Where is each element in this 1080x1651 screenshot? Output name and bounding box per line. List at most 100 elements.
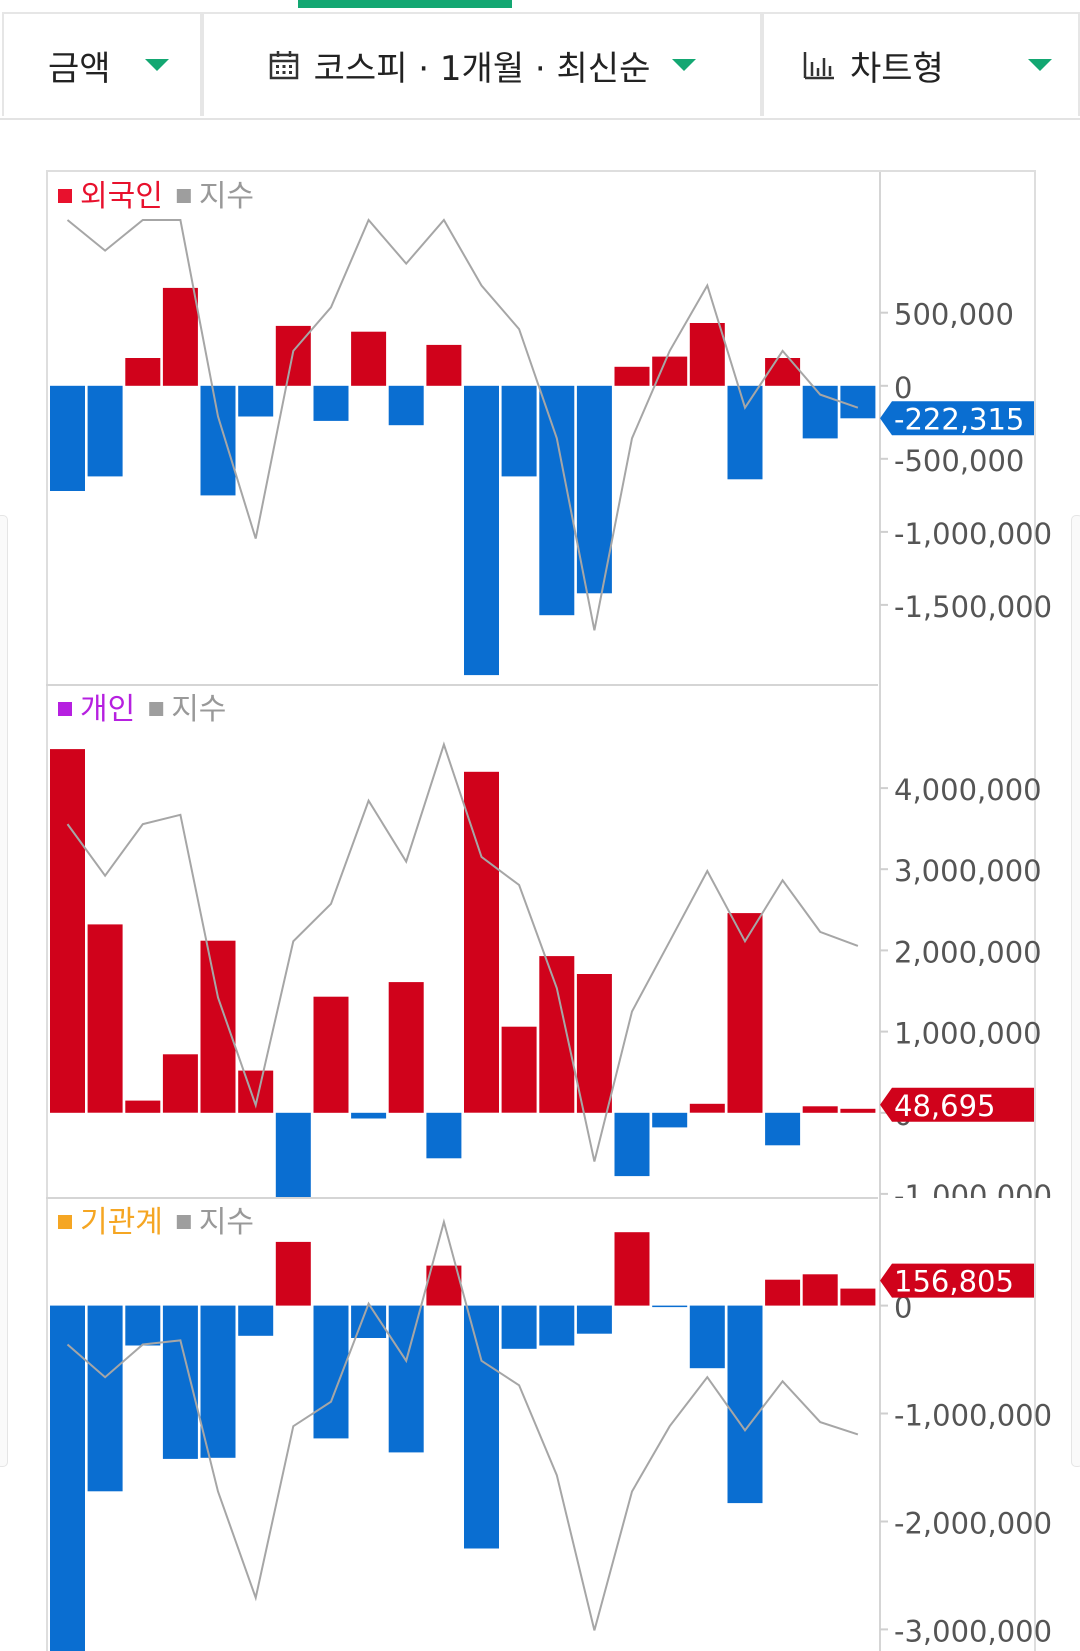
bar-5 — [200, 940, 236, 1113]
filter-bar: 금액 코스피 · 1개월 · 최신순 차트형 — [0, 0, 1080, 120]
bar-3 — [125, 1305, 161, 1346]
bar-22 — [840, 1288, 876, 1306]
view-dropdown-label: 차트형 — [850, 48, 944, 89]
bar-17 — [652, 1112, 688, 1128]
y-tick-label: -1,000,000 — [894, 1179, 1052, 1213]
left-scroll-rail — [0, 515, 8, 1467]
y-tick-label: -1,500,000 — [894, 590, 1052, 624]
right-scroll-rail — [1071, 515, 1080, 1467]
view-dropdown[interactable]: 차트형 — [762, 12, 1080, 116]
bar-9 — [351, 1112, 387, 1119]
legend-swatch — [149, 702, 164, 716]
bar-11 — [426, 1112, 462, 1159]
y-tick-label: -2,000,000 — [894, 1507, 1052, 1541]
bar-19 — [727, 385, 763, 480]
current-value-label: 48,695 — [894, 1089, 995, 1123]
bar-4 — [162, 1054, 198, 1113]
chevron-down-icon — [1027, 59, 1052, 71]
bar-2 — [87, 1305, 123, 1492]
bar-11 — [426, 1265, 462, 1306]
legend-label: 지수 — [171, 692, 226, 727]
bar-1 — [50, 385, 85, 491]
y-tick-label: -1,000,000 — [894, 517, 1052, 551]
index-line — [66, 218, 859, 631]
period-dropdown[interactable]: 코스피 · 1개월 · 최신순 — [202, 12, 762, 116]
bar-15 — [576, 974, 612, 1113]
legend-label: 지수 — [199, 179, 254, 214]
legend-swatch — [176, 189, 191, 203]
bar-7 — [275, 1241, 311, 1306]
current-value-tag — [880, 1263, 1034, 1298]
bar-4 — [162, 287, 198, 386]
bar-20 — [765, 1279, 801, 1306]
bar-6 — [238, 1305, 274, 1336]
y-tick-label: 3,000,000 — [894, 854, 1042, 888]
bar-9 — [351, 331, 387, 386]
bar-21 — [802, 1106, 838, 1113]
bar-22 — [840, 385, 876, 419]
bar-13 — [501, 385, 537, 477]
legend-swatch — [58, 1215, 72, 1229]
bar-7 — [275, 1112, 311, 1198]
metric-dropdown[interactable]: 금액 — [2, 12, 202, 116]
bar-16 — [614, 1112, 650, 1177]
bar-19 — [727, 1305, 763, 1504]
legend-swatch — [58, 702, 72, 716]
y-tick-label: 1,000,000 — [894, 1017, 1042, 1051]
y-tick-label: 500,000 — [894, 298, 1014, 332]
active-tab-indicator — [298, 0, 512, 8]
bar-10 — [388, 1305, 424, 1453]
index-line — [66, 741, 859, 1162]
bar-8 — [313, 996, 349, 1113]
bar-8 — [313, 385, 349, 421]
bar-4 — [162, 1305, 198, 1459]
bar-16 — [614, 366, 650, 386]
legend-swatch — [176, 1215, 191, 1229]
bar-21 — [802, 1274, 838, 1306]
y-tick-label: 2,000,000 — [894, 935, 1042, 969]
bar-20 — [765, 1112, 801, 1146]
current-value-label: -222,315 — [894, 402, 1024, 436]
bar-18 — [689, 1103, 725, 1113]
y-tick-label: -3,000,000 — [894, 1614, 1052, 1648]
bar-14 — [539, 956, 575, 1113]
y-tick-label: -1,000,000 — [894, 1399, 1052, 1433]
bar-15 — [576, 385, 612, 594]
bar-6 — [238, 385, 274, 417]
bar-chart-icon — [803, 52, 834, 80]
bar-2 — [87, 385, 123, 477]
bar-11 — [426, 344, 462, 386]
metric-dropdown-label: 금액 — [48, 48, 111, 89]
bar-13 — [501, 1305, 537, 1349]
legend-label: 외국인 — [80, 179, 163, 214]
period-dropdown-label: 코스피 · 1개월 · 최신순 — [313, 48, 651, 89]
y-tick-label: -500,000 — [894, 444, 1024, 478]
bar-5 — [200, 1305, 236, 1458]
calendar-icon — [269, 51, 298, 80]
bar-16 — [614, 1232, 650, 1306]
bar-20 — [765, 358, 801, 386]
bar-15 — [576, 1305, 612, 1334]
bar-5 — [200, 385, 236, 496]
bar-10 — [388, 982, 424, 1113]
bar-18 — [689, 1305, 725, 1369]
current-value-label: 156,805 — [894, 1265, 1014, 1299]
y-tick-label: 0 — [894, 371, 912, 405]
bar-1 — [50, 1305, 85, 1651]
bar-14 — [539, 1305, 575, 1346]
bar-22 — [840, 1108, 876, 1113]
legend-label: 지수 — [199, 1205, 254, 1240]
current-value-tag — [880, 401, 1034, 436]
bar-19 — [727, 913, 763, 1113]
y-tick-label: 4,000,000 — [894, 773, 1042, 807]
chart-panel — [46, 170, 1036, 1651]
y-tick-label: 0 — [894, 1291, 912, 1325]
bar-17 — [652, 1305, 688, 1308]
chevron-down-icon — [672, 59, 697, 71]
bar-12 — [464, 771, 499, 1113]
bar-1 — [50, 749, 85, 1113]
bar-13 — [501, 1026, 537, 1113]
bar-12 — [464, 1305, 499, 1549]
bar-18 — [689, 323, 725, 386]
